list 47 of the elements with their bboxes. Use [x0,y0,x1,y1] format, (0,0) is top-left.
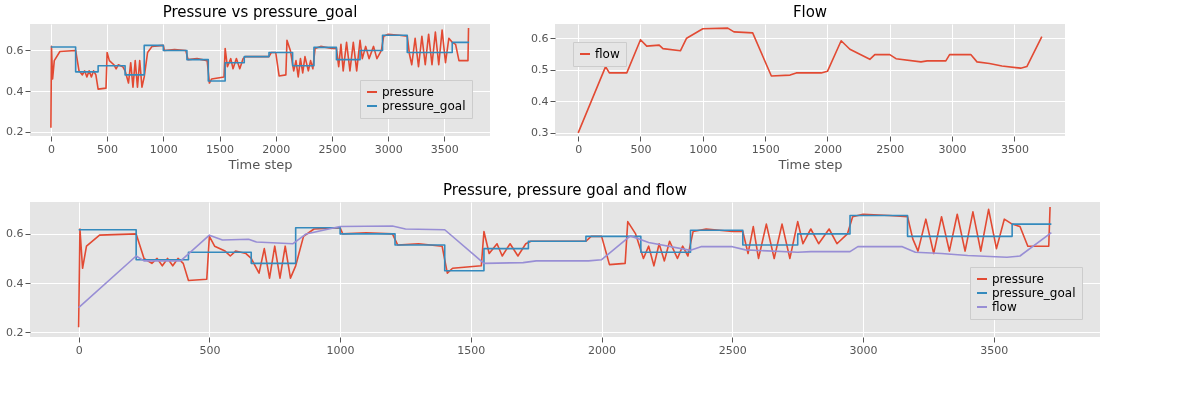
chart-title: Flow [792,3,828,21]
x-tick-label: 500 [199,343,221,357]
y-tick-label: 0.5 [531,63,549,77]
x-tick-label: 1000 [326,343,355,357]
y-tick-label: 0.3 [531,126,549,140]
legend-label: pressure [992,272,1044,286]
x-axis-title: Time step [227,156,293,172]
x-tick-label: 500 [97,142,119,156]
y-tick-label: 0.4 [531,94,549,108]
y-tick-label: 0.2 [6,125,24,139]
y-tick-label: 0.4 [6,84,24,98]
x-tick-label: 1000 [149,142,178,156]
x-tick-label: 1500 [751,142,780,156]
legend-label: pressure_goal [382,99,466,113]
x-tick-label: 3500 [1000,142,1029,156]
x-tick-label: 0 [47,142,55,156]
x-tick-label: 3000 [849,343,878,357]
chart-title: Pressure vs pressure_goal [162,3,358,22]
line-series [577,27,1043,134]
y-tick-label: 0.6 [6,227,24,241]
y-tick-label: 0.4 [6,276,24,290]
chart-title: Pressure, pressure goal and flow [443,181,687,199]
x-tick-label: 2500 [718,343,747,357]
x-tick-label: 1500 [457,343,486,357]
x-tick-label: 3000 [938,142,967,156]
legend-label: pressure_goal [992,286,1076,300]
x-tick-label: 3500 [980,343,1009,357]
line-series [50,27,470,129]
x-tick-label: 3500 [430,142,459,156]
x-tick-label: 3000 [374,142,403,156]
legend-label: pressure [382,85,434,99]
y-tick-label: 0.2 [6,325,24,339]
y-tick-label: 0.6 [531,31,549,45]
x-tick-label: 2000 [588,343,617,357]
x-tick-label: 0 [575,142,583,156]
legend-label: flow [992,300,1017,314]
x-tick-label: 2500 [876,142,905,156]
x-tick-label: 500 [630,142,652,156]
x-axis-title: Time step [777,156,843,172]
x-tick-label: 2000 [813,142,842,156]
x-tick-label: 0 [75,343,83,357]
x-tick-label: 1000 [689,142,718,156]
x-tick-label: 2500 [318,142,347,156]
x-tick-label: 2000 [262,142,291,156]
y-tick-label: 0.6 [6,43,24,57]
x-tick-label: 1500 [206,142,235,156]
legend-label: flow [595,47,620,61]
